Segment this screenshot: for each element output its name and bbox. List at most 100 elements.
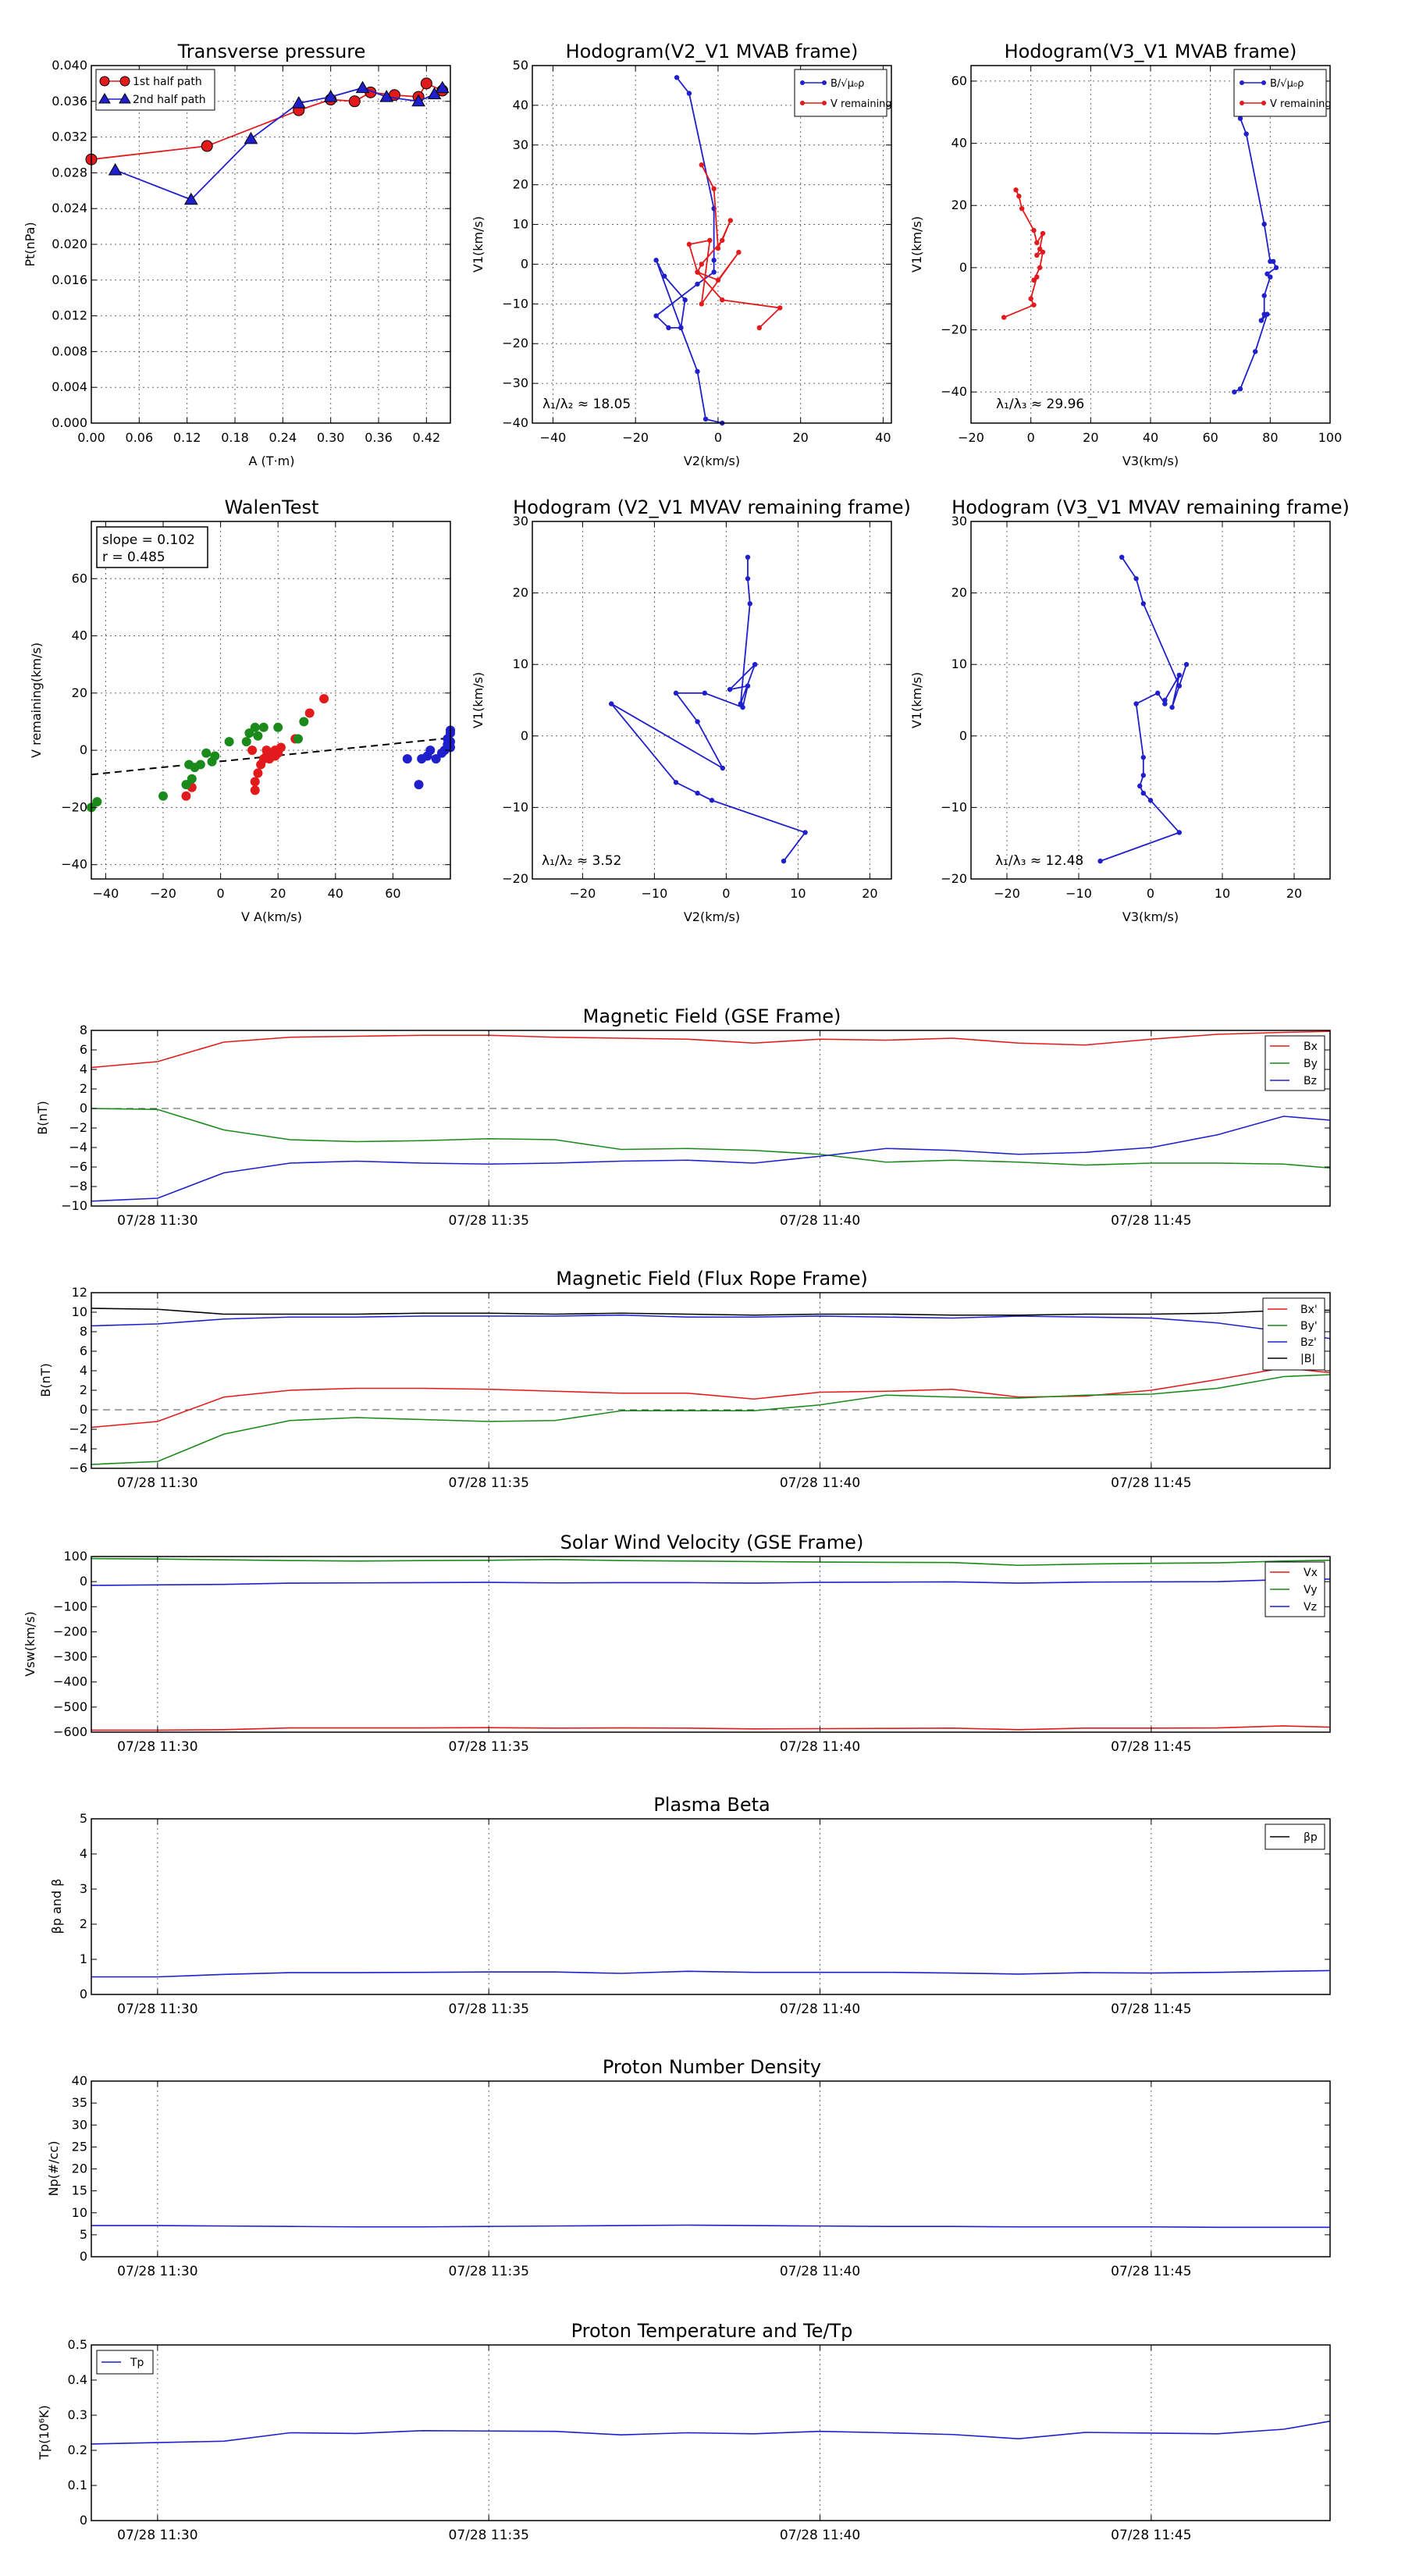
y-tick-label: 0.020 [52,237,87,251]
y-tick-label: 30 [513,137,528,152]
y-tick-label: −10 [61,1198,87,1213]
series-line-v-remaining [610,557,807,862]
x-axis-label: A (T·m) [249,454,295,468]
panel-plasma-beta: Plasma Beta 07/28 11:30 07/28 11:35 07/28 … [49,1794,1331,2017]
y-tick-label: 10 [72,1304,87,1319]
x-tick-label: 100 [1318,430,1343,445]
panel-title: Solar Wind Velocity (GSE Frame) [560,1532,864,1553]
data-point [727,687,733,692]
y-tick-label: 0.036 [52,94,87,109]
scatter-point-green [244,728,254,738]
y-tick-label: 0 [80,2249,87,2264]
y-tick-label: 6 [80,1343,87,1358]
panel-hodogram-v2-v1-mvab: Hodogram(V2_V1 MVAB frame) −40 −20 0 20 40 −4… [471,41,892,468]
x-tick-label: 10 [1215,886,1230,901]
plot-frame [91,1030,1331,1207]
data-point [1162,697,1168,703]
series-line--p [91,1969,1331,1978]
scatter-point-red [319,694,329,704]
panel-title: Hodogram(V2_V1 MVAB frame) [566,41,859,62]
data-point [673,690,679,696]
y-tick-label: 4 [80,1062,87,1076]
data-point [699,262,704,267]
x-tick-label: 07/28 11:30 [117,1739,197,1755]
panel-solar-wind-velocity: Solar Wind Velocity (GSE Frame) 07/28 11… [23,1532,1331,1755]
y-tick-label: 2 [80,1382,87,1397]
x-tick-label: 20 [270,886,286,901]
y-tick-label: 10 [951,656,967,671]
legend-label: Vx [1304,1567,1318,1579]
x-tick-label: 0.24 [269,430,297,445]
scatter-point-blue [425,745,436,756]
y-tick-label: −6 [69,1461,87,1475]
y-tick-label: 0.032 [52,130,87,144]
y-axis-label: V remaining(km/s) [29,642,44,758]
y-axis-label: Np(#/cc) [46,2141,61,2197]
y-tick-label: 0 [80,1987,87,2001]
y-axis-label: Pt(nPa) [23,222,37,266]
data-point [695,281,700,287]
y-tick-label: 40 [72,628,87,643]
data-point [709,798,715,803]
data-point [1261,293,1267,298]
x-tick-label: 07/28 11:45 [1111,1213,1191,1229]
x-tick-label: 40 [328,886,343,901]
data-point [183,192,198,205]
y-tick-label: −8 [69,1179,87,1194]
data-point [802,830,808,835]
scatter-point-red [247,745,258,756]
scatter-point-green [293,734,303,744]
panel-walen-test: WalenTest −40 −20 0 20 40 60 −40 −20 0 20 40 60 V A… [29,496,455,924]
x-tick-label: 40 [875,430,891,445]
scatter-point-red [256,760,266,770]
y-tick-label: 40 [951,136,967,151]
y-tick-label: 100 [63,1549,87,1564]
legend-label: Bx [1304,1041,1318,1053]
y-tick-label: −4 [69,1441,87,1456]
data-point [695,719,700,724]
y-tick-label: −100 [53,1599,87,1614]
data-point [1232,389,1237,395]
y-tick-label: 0.040 [52,58,87,73]
series-line-2nd-half-path [115,87,443,201]
data-point [1137,783,1143,789]
panel-title: Magnetic Field (Flux Rope Frame) [556,1268,867,1290]
slope-text: slope = 0.102 [102,532,195,548]
y-tick-label: 0.1 [68,2478,87,2492]
legend: Bx By Bz [1264,1035,1325,1091]
panel-proton-number-density: Proton Number Density 07/28 11:30 07/28 1… [46,2056,1331,2279]
series-line-by [91,1108,1331,1169]
plot-frame [532,521,892,880]
legend-label: Vz [1304,1601,1317,1614]
y-tick-label: 0.028 [52,165,87,180]
y-axis-label: B(nT) [38,1363,53,1397]
x-tick-label: 0 [714,430,722,445]
legend-label: By [1304,1058,1318,1070]
y-tick-label: 0 [959,728,967,743]
y-tick-label: −6 [69,1159,87,1174]
y-axis-label: Vsw(km/s) [23,1611,37,1676]
data-point [1140,790,1147,796]
data-point [1097,858,1103,864]
y-tick-label: 0.3 [68,2407,87,2422]
scatter-point-green [195,760,205,770]
data-point [1013,187,1019,193]
series-line-bx [91,1030,1331,1069]
x-tick-label: 10 [790,886,806,901]
data-point [1273,265,1279,271]
data-point [291,96,306,109]
scatter-point-red [270,751,280,761]
y-tick-label: 60 [951,73,967,88]
legend: Vx Vy Vz [1264,1561,1325,1617]
data-point [1270,258,1276,265]
y-tick-label: 40 [513,98,528,112]
x-tick-label: 60 [1202,430,1218,445]
data-point [711,186,717,191]
y-tick-label: 1 [80,1952,87,1966]
panel-title: WalenTest [225,496,319,518]
x-tick-label: 07/28 11:45 [1111,1739,1191,1755]
panel-hodogram-v3-v1-mvab: Hodogram(V3_V1 MVAB frame) −20 0 20 40 60 80 1… [909,41,1342,468]
y-tick-label: 8 [80,1023,87,1037]
legend-label: βp [1304,1831,1318,1844]
